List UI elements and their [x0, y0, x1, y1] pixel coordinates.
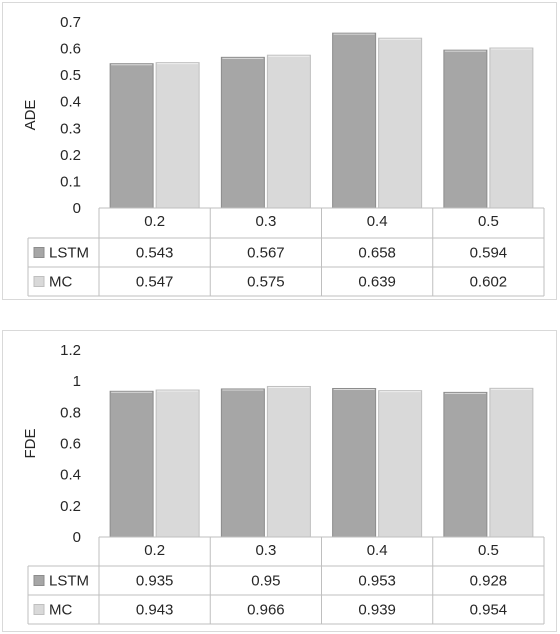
fde-bar-mc — [378, 390, 423, 538]
fde-legend-label-mc: MC — [49, 602, 72, 619]
ade-bar-mc — [489, 47, 534, 209]
ade-y-tick-label: 0.7 — [60, 14, 81, 31]
ade-data-label-mc: 0.575 — [247, 274, 285, 291]
fde-y-tick-label: 0.8 — [60, 404, 81, 421]
ade-bar-lstm — [220, 56, 265, 209]
ade-legend-key-mc — [33, 276, 45, 287]
fde-category-label: 0.2 — [144, 542, 165, 559]
fde-data-label-lstm: 0.935 — [136, 573, 174, 590]
ade-chart: ADE 0 0.1 0.2 0.3 0.4 0.5 0.6 0.7 0.2 0.3 0.4 0.5 LST… — [2, 2, 557, 300]
ade-data-label-mc: 0.639 — [358, 274, 396, 291]
fde-category-label: 0.5 — [478, 542, 499, 559]
ade-y-axis-title: ADE — [22, 100, 39, 131]
fde-bar-lstm — [443, 391, 488, 538]
ade-data-label-lstm: 0.567 — [247, 245, 285, 262]
fde-bar-lstm — [332, 387, 377, 538]
fde-data-label-mc: 0.966 — [247, 602, 285, 619]
ade-bar-lstm — [332, 32, 377, 209]
fde-y-tick-label: 0 — [73, 529, 81, 546]
fde-data-label-lstm: 0.95 — [251, 573, 280, 590]
ade-y-tick-label: 0.2 — [60, 147, 81, 164]
ade-legend-label-mc: MC — [49, 274, 72, 291]
ade-category-label: 0.4 — [367, 213, 388, 230]
fde-legend-key-mc — [33, 604, 45, 615]
ade-data-label-mc: 0.602 — [470, 274, 508, 291]
fde-y-tick-label: 0.2 — [60, 498, 81, 515]
ade-bar-mc — [266, 54, 311, 209]
ade-legend-key-lstm — [33, 247, 45, 258]
fde-data-label-mc: 0.943 — [136, 602, 174, 619]
fde-y-tick-label: 1 — [73, 373, 81, 390]
ade-y-tick-label: 0.1 — [60, 173, 81, 190]
fde-category-label: 0.4 — [367, 542, 388, 559]
ade-data-label-lstm: 0.594 — [470, 245, 508, 262]
ade-bar-lstm — [109, 63, 154, 209]
ade-y-tick-label: 0.3 — [60, 120, 81, 137]
fde-y-tick-label: 0.4 — [60, 467, 81, 484]
fde-y-tick-label: 0.6 — [60, 436, 81, 453]
fde-data-label-lstm: 0.953 — [358, 573, 396, 590]
fde-data-label-mc: 0.954 — [470, 602, 508, 619]
fde-data-label-mc: 0.939 — [358, 602, 396, 619]
fde-chart-svg: FDE 0 0.2 0.4 0.6 0.8 1 1.2 0.2 0.3 0.4 0.5 LSTM 0.93… — [22, 342, 545, 625]
ade-data-label-lstm: 0.658 — [358, 245, 396, 262]
ade-category-label: 0.2 — [144, 213, 165, 230]
fde-bar-mc — [489, 387, 534, 538]
fde-bar-mc — [266, 385, 311, 538]
fde-y-tick-label: 1.2 — [60, 342, 81, 359]
fde-y-axis-title: FDE — [22, 429, 39, 459]
ade-category-label: 0.3 — [255, 213, 276, 230]
fde-bar-lstm — [109, 390, 154, 538]
ade-bar-mc — [155, 62, 200, 209]
ade-legend-label-lstm: LSTM — [49, 245, 89, 262]
ade-bar-mc — [378, 37, 423, 209]
ade-y-tick-label: 0 — [73, 200, 81, 217]
fde-category-label: 0.3 — [255, 542, 276, 559]
fde-bar-mc — [155, 389, 200, 538]
ade-bar-lstm — [443, 49, 488, 209]
fde-chart: FDE 0 0.2 0.4 0.6 0.8 1 1.2 0.2 0.3 0.4 0.5 LSTM 0.93… — [2, 330, 557, 632]
ade-y-tick-label: 0.4 — [60, 94, 81, 111]
fde-data-label-lstm: 0.928 — [470, 573, 508, 590]
ade-category-label: 0.5 — [478, 213, 499, 230]
fde-legend-label-lstm: LSTM — [49, 573, 89, 590]
fde-legend-key-lstm — [33, 575, 45, 586]
ade-y-tick-label: 0.5 — [60, 67, 81, 84]
fde-bar-lstm — [220, 388, 265, 538]
ade-data-label-lstm: 0.543 — [136, 245, 174, 262]
ade-data-label-mc: 0.547 — [136, 274, 174, 291]
ade-y-tick-label: 0.6 — [60, 41, 81, 58]
ade-chart-svg: ADE 0 0.1 0.2 0.3 0.4 0.5 0.6 0.7 0.2 0.3 0.4 0.5 LST… — [22, 14, 545, 297]
